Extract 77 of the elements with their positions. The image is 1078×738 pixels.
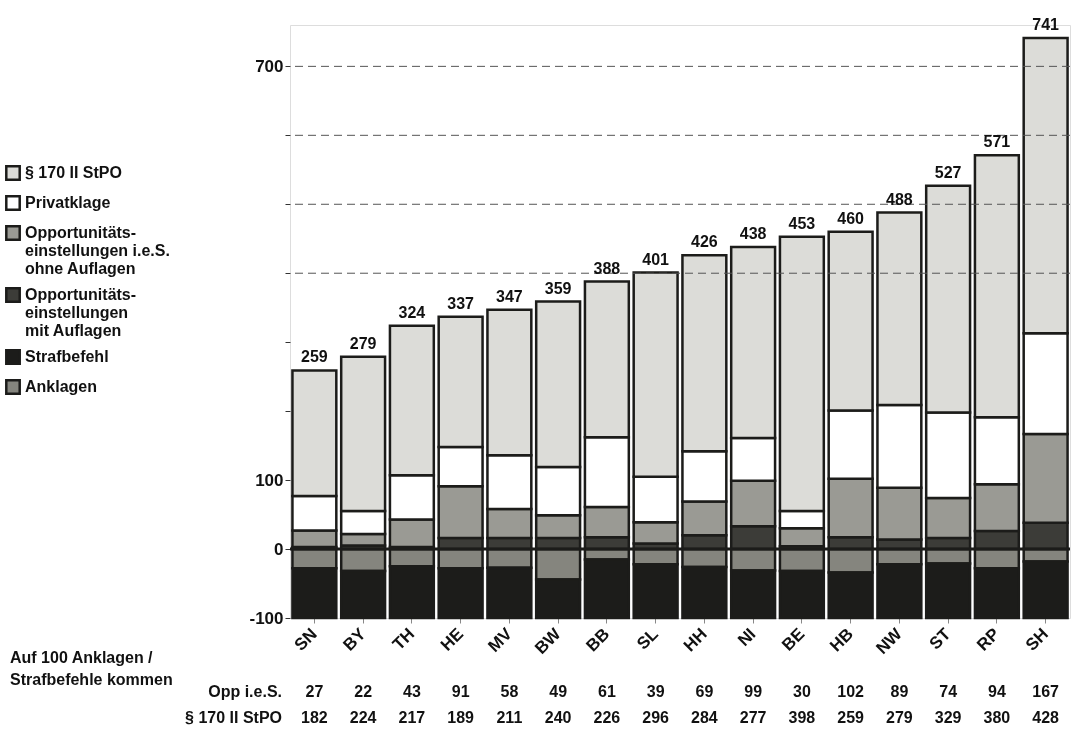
y-tick-label: -100 bbox=[249, 608, 284, 628]
y-tick-label: 700 bbox=[255, 56, 284, 76]
x-tick-label: SN bbox=[290, 624, 321, 655]
text: 69 bbox=[695, 683, 714, 700]
data-label: 182 bbox=[301, 709, 328, 726]
text: 167 bbox=[1032, 683, 1060, 700]
legend-label: Opportunitäts- einstellungen mit Auflagen bbox=[25, 286, 137, 339]
data-label: 226 bbox=[593, 709, 621, 726]
x-tick-label: HE bbox=[436, 624, 467, 655]
text: 43 bbox=[402, 683, 421, 700]
legend-label: Opportunitäts- einstellungen i.e.S. ohne Auflagen bbox=[25, 224, 170, 277]
annotation: 453 bbox=[788, 214, 816, 232]
data-label: 398 bbox=[788, 709, 816, 726]
annotation: 438 bbox=[739, 225, 767, 243]
annotation: 426 bbox=[691, 233, 718, 251]
text: 30 bbox=[792, 683, 811, 700]
x-tick-label: TH bbox=[388, 624, 419, 654]
text: 74 bbox=[939, 683, 958, 700]
data-label: 428 bbox=[1032, 709, 1060, 726]
text: 22 bbox=[354, 683, 373, 700]
legend-label: Privatklage bbox=[25, 194, 111, 211]
text: Opp i.e.S. bbox=[208, 683, 282, 700]
annotation: 571 bbox=[983, 133, 1011, 151]
data-label: 224 bbox=[349, 709, 377, 726]
y-tick-label: 100 bbox=[255, 470, 284, 490]
legend-label: § 170 II StPO bbox=[25, 164, 122, 181]
annotation: 359 bbox=[544, 279, 572, 297]
annotation: 324 bbox=[398, 303, 426, 321]
annotation: 259 bbox=[301, 348, 328, 366]
data-label: 296 bbox=[642, 709, 670, 726]
x-tick-label: BY bbox=[339, 623, 370, 655]
text: 99 bbox=[744, 683, 763, 700]
data-label: 329 bbox=[934, 709, 962, 726]
x-tick-label: MV bbox=[484, 623, 517, 656]
x-tick-label: RP bbox=[973, 624, 1004, 655]
text: 58 bbox=[500, 683, 519, 700]
x-tick-label: HH bbox=[679, 624, 711, 656]
x-tick-label: SL bbox=[633, 624, 662, 654]
x-tick-label: NI bbox=[734, 624, 760, 650]
annotation: 337 bbox=[447, 294, 475, 312]
text: 94 bbox=[987, 683, 1006, 700]
annotation: 488 bbox=[886, 190, 913, 208]
data-label: 259 bbox=[837, 709, 865, 726]
data-label: 380 bbox=[983, 709, 1011, 726]
text: 39 bbox=[646, 683, 665, 700]
text: 27 bbox=[305, 683, 324, 700]
legend-label: Strafbefehl bbox=[25, 348, 109, 365]
x-tick-label: HB bbox=[826, 624, 857, 656]
annotation: 279 bbox=[349, 334, 377, 352]
text: 89 bbox=[890, 683, 909, 700]
x-tick-label: BW bbox=[531, 623, 566, 658]
x-tick-label: BB bbox=[582, 624, 614, 656]
text: 102 bbox=[837, 683, 865, 700]
annotation: 527 bbox=[934, 163, 962, 181]
annotation: 388 bbox=[593, 259, 621, 277]
data-label: 277 bbox=[739, 709, 767, 726]
data-label: 240 bbox=[544, 709, 572, 726]
data-label: 279 bbox=[886, 709, 913, 726]
data-label: 284 bbox=[691, 709, 718, 726]
x-tick-label: SH bbox=[1021, 624, 1052, 655]
x-tick-label: ST bbox=[925, 624, 955, 654]
annotation: 741 bbox=[1032, 16, 1060, 34]
annotation: 347 bbox=[496, 287, 523, 305]
annotation: 460 bbox=[837, 209, 865, 227]
x-tick-label: BE bbox=[778, 624, 809, 655]
legend-label: Anklagen bbox=[25, 378, 98, 395]
text: Auf 100 Anklagen / Strafbefehle kommen bbox=[10, 649, 173, 688]
x-tick-label: NW bbox=[872, 623, 907, 658]
text: 91 bbox=[451, 683, 470, 700]
text: § 170 II StPO bbox=[185, 709, 282, 726]
annotation: 401 bbox=[642, 250, 670, 268]
data-label: 211 bbox=[496, 709, 523, 726]
data-label: 189 bbox=[447, 709, 475, 726]
text: 49 bbox=[549, 683, 568, 700]
y-tick-label: 0 bbox=[274, 539, 284, 559]
data-label: 217 bbox=[398, 709, 426, 726]
text: 61 bbox=[597, 683, 616, 700]
